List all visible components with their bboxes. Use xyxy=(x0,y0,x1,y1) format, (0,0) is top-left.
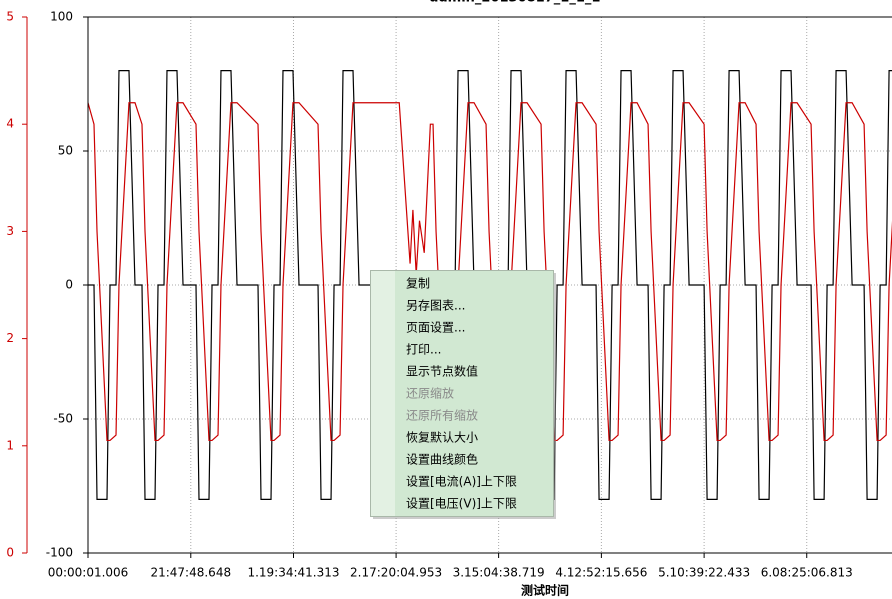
menu-item[interactable]: 页面设置... xyxy=(406,321,465,335)
menu-item[interactable]: 另存图表... xyxy=(406,299,465,313)
chart-title: admin_20130817_1_1_1 xyxy=(430,0,601,6)
menu-item: 还原所有缩放 xyxy=(406,408,478,423)
menu-item[interactable]: 设置[电流(A)]上下限 xyxy=(406,475,517,489)
menu-item[interactable]: 设置曲线颜色 xyxy=(406,452,478,467)
menu-item[interactable]: 设置[电压(V)]上下限 xyxy=(406,497,517,511)
menu-background xyxy=(370,270,554,517)
y-tick-label: -50 xyxy=(53,412,73,426)
x-tick-label: 1.19:34:41.313 xyxy=(247,566,339,580)
x-tick-label: 21:47:48.648 xyxy=(150,566,231,580)
menu-item[interactable]: 复制 xyxy=(406,277,430,291)
menu-item[interactable]: 恢复默认大小 xyxy=(406,430,478,445)
y2-tick-label: 2 xyxy=(6,331,14,345)
menu-item[interactable]: 显示节点数值 xyxy=(406,364,478,379)
y2-tick-label: 1 xyxy=(6,438,14,452)
menu-item[interactable]: 打印... xyxy=(406,343,441,357)
menu-gutter xyxy=(371,271,395,516)
x-tick-label: 6.08:25:06.813 xyxy=(761,566,853,580)
y-tick-label: -100 xyxy=(46,546,73,560)
x-axis-label: 测试时间 xyxy=(521,583,569,598)
y2-tick-label: 0 xyxy=(6,546,14,560)
axes: -100 -50 0 50 100 0 1 2 3 4 5 00:00:01.006 21:47:48.… xyxy=(6,10,892,580)
y-tick-label: 100 xyxy=(50,10,73,24)
x-tick-label: 4.12:52:15.656 xyxy=(555,566,647,580)
x-tick-label: 3.15:04:38.719 xyxy=(453,566,545,580)
x-tick-label: 2.17:20:04.953 xyxy=(350,566,442,580)
x-tick-label: 00:00:01.006 xyxy=(48,566,129,580)
y2-tick-label: 5 xyxy=(6,10,14,24)
y2-tick-label: 3 xyxy=(6,224,14,238)
menu-item: 还原缩放 xyxy=(406,386,454,401)
y-tick-label: 0 xyxy=(65,278,73,292)
x-tick-label: 5.10:39:22.433 xyxy=(658,566,750,580)
y2-tick-label: 4 xyxy=(6,117,14,131)
y-tick-label: 50 xyxy=(58,144,73,158)
